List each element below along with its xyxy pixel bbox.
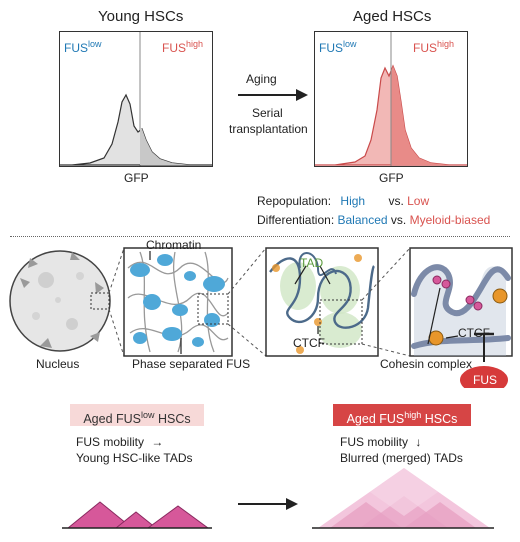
young-histogram-plot — [60, 32, 212, 166]
tad-triangles — [62, 468, 494, 529]
blurred-merged-tads: Blurred (merged) TADs — [340, 451, 463, 465]
nucleus-icon — [9, 250, 111, 352]
differentiation-aged: Myeloid-biased — [409, 213, 491, 227]
aged-fus-low-label: FUSlow — [319, 39, 357, 55]
left-fus-mobility-row: FUS mobility → — [76, 435, 163, 449]
right-fus-mobility: FUS mobility — [340, 435, 409, 449]
repopulation-aged: Low — [407, 194, 430, 208]
aging-label: Aging — [246, 72, 277, 86]
aged-histogram: FUSlow FUShigh — [314, 31, 468, 167]
right-fus-mobility-row: FUS mobility ↓ — [340, 435, 421, 449]
young-gfp-high-fill — [140, 129, 190, 165]
nucleus-label: Nucleus — [36, 357, 80, 371]
transplantation-label: transplantation — [229, 122, 308, 136]
repopulation-label: Repopulation: — [257, 194, 332, 208]
repopulation-row: Repopulation: High vs. Low — [257, 194, 517, 208]
fus-label: FUS — [473, 373, 497, 387]
differentiation-young: Balanced — [337, 213, 388, 227]
aged-histogram-plot — [315, 32, 467, 166]
merged-tad-triangles — [312, 468, 494, 529]
differentiation-vs: vs. — [390, 213, 407, 227]
differentiation-label: Differentiation: — [257, 213, 335, 227]
right-arrow-small-icon: → — [151, 435, 164, 449]
ctcf-label-cohesin: CTCF — [458, 326, 490, 340]
repopulation-young: High — [340, 194, 366, 208]
aged-fus-high-label: FUShigh — [413, 39, 455, 55]
right-arrow-icon-bottom — [238, 498, 298, 510]
aged-gfp-axis-label: GFP — [379, 171, 404, 185]
fus-protein-ellipse — [460, 366, 508, 388]
ctcf-label-tad: CTCF — [293, 336, 325, 350]
left-fus-mobility: FUS mobility — [76, 435, 145, 449]
down-arrow-icon: ↓ — [415, 435, 422, 449]
young-fus-high-label: FUShigh — [162, 39, 204, 55]
aged-hscs-title: Aged HSCs — [353, 8, 432, 25]
young-hsc-like-tads: Young HSC-like TADs — [76, 451, 193, 465]
young-histogram: FUSlow FUShigh — [59, 31, 213, 167]
aged-fus-high-badge: Aged FUShigh HSCs — [333, 404, 471, 426]
aged-fus-low-badge: Aged FUSlow HSCs — [70, 404, 204, 426]
young-hscs-title: Young HSCs — [98, 8, 184, 25]
tad-label: TAD — [300, 256, 324, 270]
tad-loop-icon — [265, 247, 379, 357]
cohesin-icon — [409, 247, 513, 357]
aged-gfp-high-fill — [391, 66, 449, 165]
serial-label: Serial — [252, 106, 283, 120]
differentiation-row: Differentiation: Balanced vs. Myeloid-bi… — [257, 213, 519, 227]
young-gfp-distribution — [60, 93, 212, 166]
section-divider — [10, 236, 510, 237]
cohesin-complex-label: Cohesin complex — [380, 357, 473, 371]
chromatin-label: Chromatin — [146, 238, 202, 252]
chromatin-diagram — [9, 247, 513, 388]
young-tad-triangles — [62, 501, 212, 529]
inhibition-icon — [474, 332, 494, 362]
repopulation-vs: vs. — [388, 194, 404, 208]
right-arrow-icon — [238, 89, 308, 101]
chromatin-icon — [123, 247, 233, 357]
phase-separated-fus-label: Phase separated FUS — [132, 357, 251, 371]
young-fus-low-label: FUSlow — [64, 39, 102, 55]
young-gfp-axis-label: GFP — [124, 171, 149, 185]
